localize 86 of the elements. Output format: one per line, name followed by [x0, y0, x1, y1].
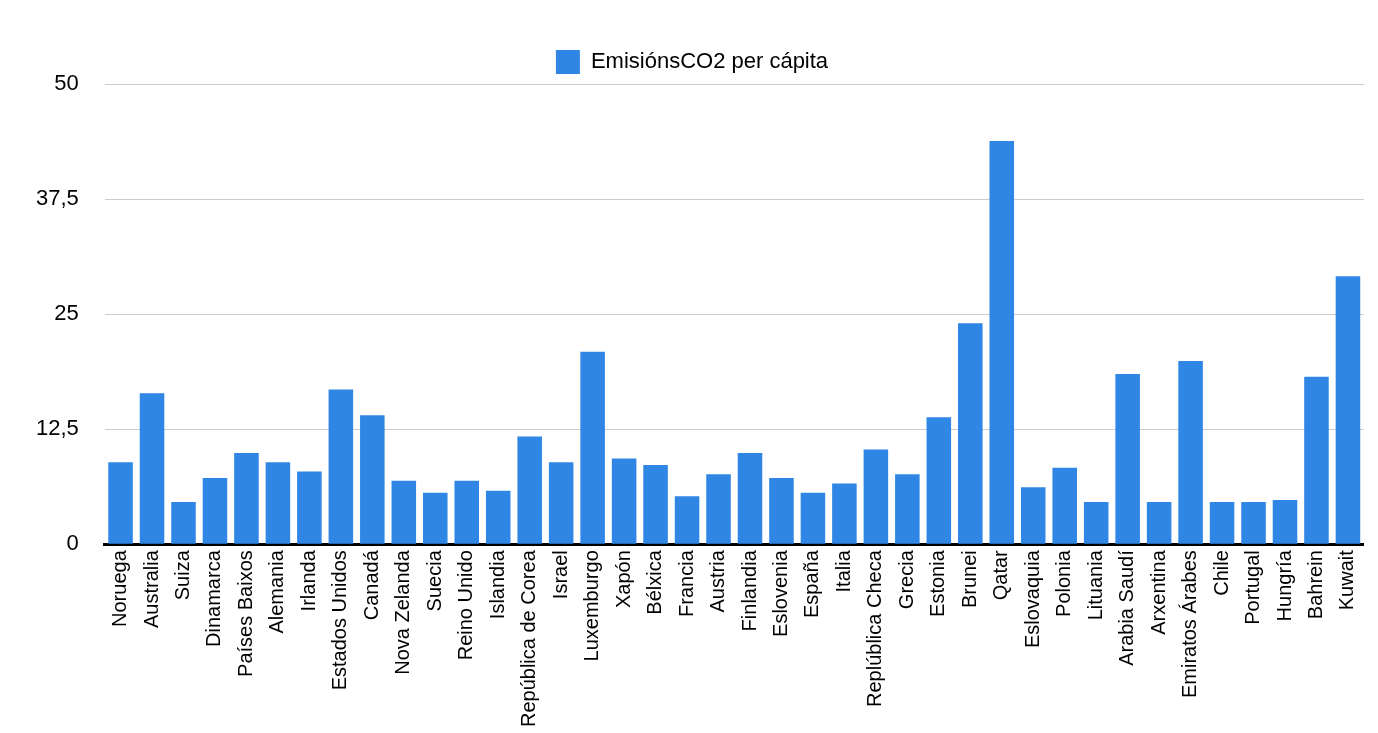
bar [1272, 500, 1298, 544]
x-tick-label: Finlandia [737, 549, 760, 632]
bar [737, 453, 763, 544]
bar [863, 449, 889, 544]
bar [1304, 376, 1329, 544]
x-tick-label: Qatar [989, 549, 1012, 601]
x-tick-label: Bahrein [1303, 550, 1326, 620]
x-tick-label: Dinamarca [202, 549, 225, 647]
bar [391, 480, 417, 544]
bar [202, 477, 228, 544]
bar [926, 417, 952, 544]
x-tick-label: Brunei [957, 550, 980, 609]
x-tick-label: Austria [706, 549, 729, 613]
x-tick-label: Noruega [108, 549, 131, 627]
x-tick-label: Grecia [894, 549, 917, 610]
bar [1083, 501, 1109, 544]
legend-label: EmisiónsCO2 per cápita [590, 48, 829, 74]
bar [769, 477, 794, 544]
bar [1115, 373, 1140, 544]
x-tick-label: Nova Zelanda [391, 549, 414, 675]
bar [1020, 487, 1046, 544]
x-tick-label: Australia [139, 549, 162, 629]
x-tick-label: Emiratos Árabes [1178, 550, 1201, 699]
bar [800, 492, 826, 544]
y-tick-label: 25 [54, 300, 79, 326]
bar [548, 462, 574, 544]
x-tick-label: Estados Unidos [328, 550, 351, 691]
y-tick-label: 12,5 [35, 415, 79, 441]
bar [580, 351, 605, 544]
bar [108, 462, 133, 544]
x-tick-label: Hungría [1272, 549, 1295, 622]
bar [485, 490, 511, 544]
bar [297, 471, 322, 544]
bar [706, 474, 731, 544]
x-tick-label: Suiza [171, 549, 194, 601]
y-tick-label: 37,5 [35, 185, 79, 211]
bar [1241, 501, 1266, 544]
bar [1146, 501, 1172, 544]
bar [139, 393, 165, 544]
bar [328, 389, 354, 544]
x-tick-label: Canadá [359, 549, 382, 621]
x-tick-label: Islandia [485, 549, 508, 620]
bar [234, 453, 259, 544]
x-tick-label: República de Corea [517, 549, 540, 727]
x-tick-label: España [800, 549, 823, 619]
x-tick-label: Eslovaquia [1020, 549, 1043, 649]
x-tick-label: Israel [548, 550, 571, 600]
bar [454, 480, 480, 544]
x-tick-label: Eslovenia [768, 549, 791, 637]
bar [611, 458, 637, 544]
bar [643, 465, 668, 544]
x-tick-label: Suecia [422, 549, 445, 612]
bar [958, 323, 983, 544]
bar [989, 141, 1015, 544]
x-tick-label: Arabia Saudí [1115, 549, 1138, 666]
bar [674, 496, 700, 544]
bar [895, 474, 920, 544]
x-tick-label: Reino Unido [454, 550, 477, 661]
bar [423, 492, 448, 544]
bar [517, 436, 542, 544]
x-tick-label: Lituania [1083, 549, 1106, 621]
y-tick-label: 50 [54, 70, 79, 96]
x-tick-label: Países Baixos [233, 550, 256, 677]
bar [360, 415, 385, 544]
x-tick-label: Xapón [611, 550, 634, 609]
x-tick-label: Replública Checa [863, 549, 886, 707]
bar [1335, 276, 1361, 544]
x-tick-label: Bélxica [643, 549, 666, 615]
bar [1178, 361, 1203, 544]
x-tick-label: Alemania [265, 549, 288, 634]
x-tick-label: Irlanda [296, 549, 319, 612]
y-tick-label: 0 [66, 530, 79, 556]
bar [1052, 467, 1077, 544]
x-tick-label: Kuwait [1335, 549, 1358, 611]
x-tick-label: Francia [674, 549, 697, 617]
x-tick-label: Chile [1209, 550, 1232, 596]
bar [171, 501, 196, 544]
x-tick-label: Arxentina [1146, 549, 1169, 635]
bar [265, 462, 291, 544]
x-tick-label: Portugal [1241, 550, 1264, 625]
x-tick-label: Polonia [1052, 549, 1075, 617]
bar [1209, 501, 1235, 544]
x-tick-label: Luxemburgo [580, 550, 603, 662]
x-tick-label: Italia [831, 549, 854, 593]
bar [832, 483, 857, 544]
x-tick-label: Estonia [926, 549, 949, 617]
